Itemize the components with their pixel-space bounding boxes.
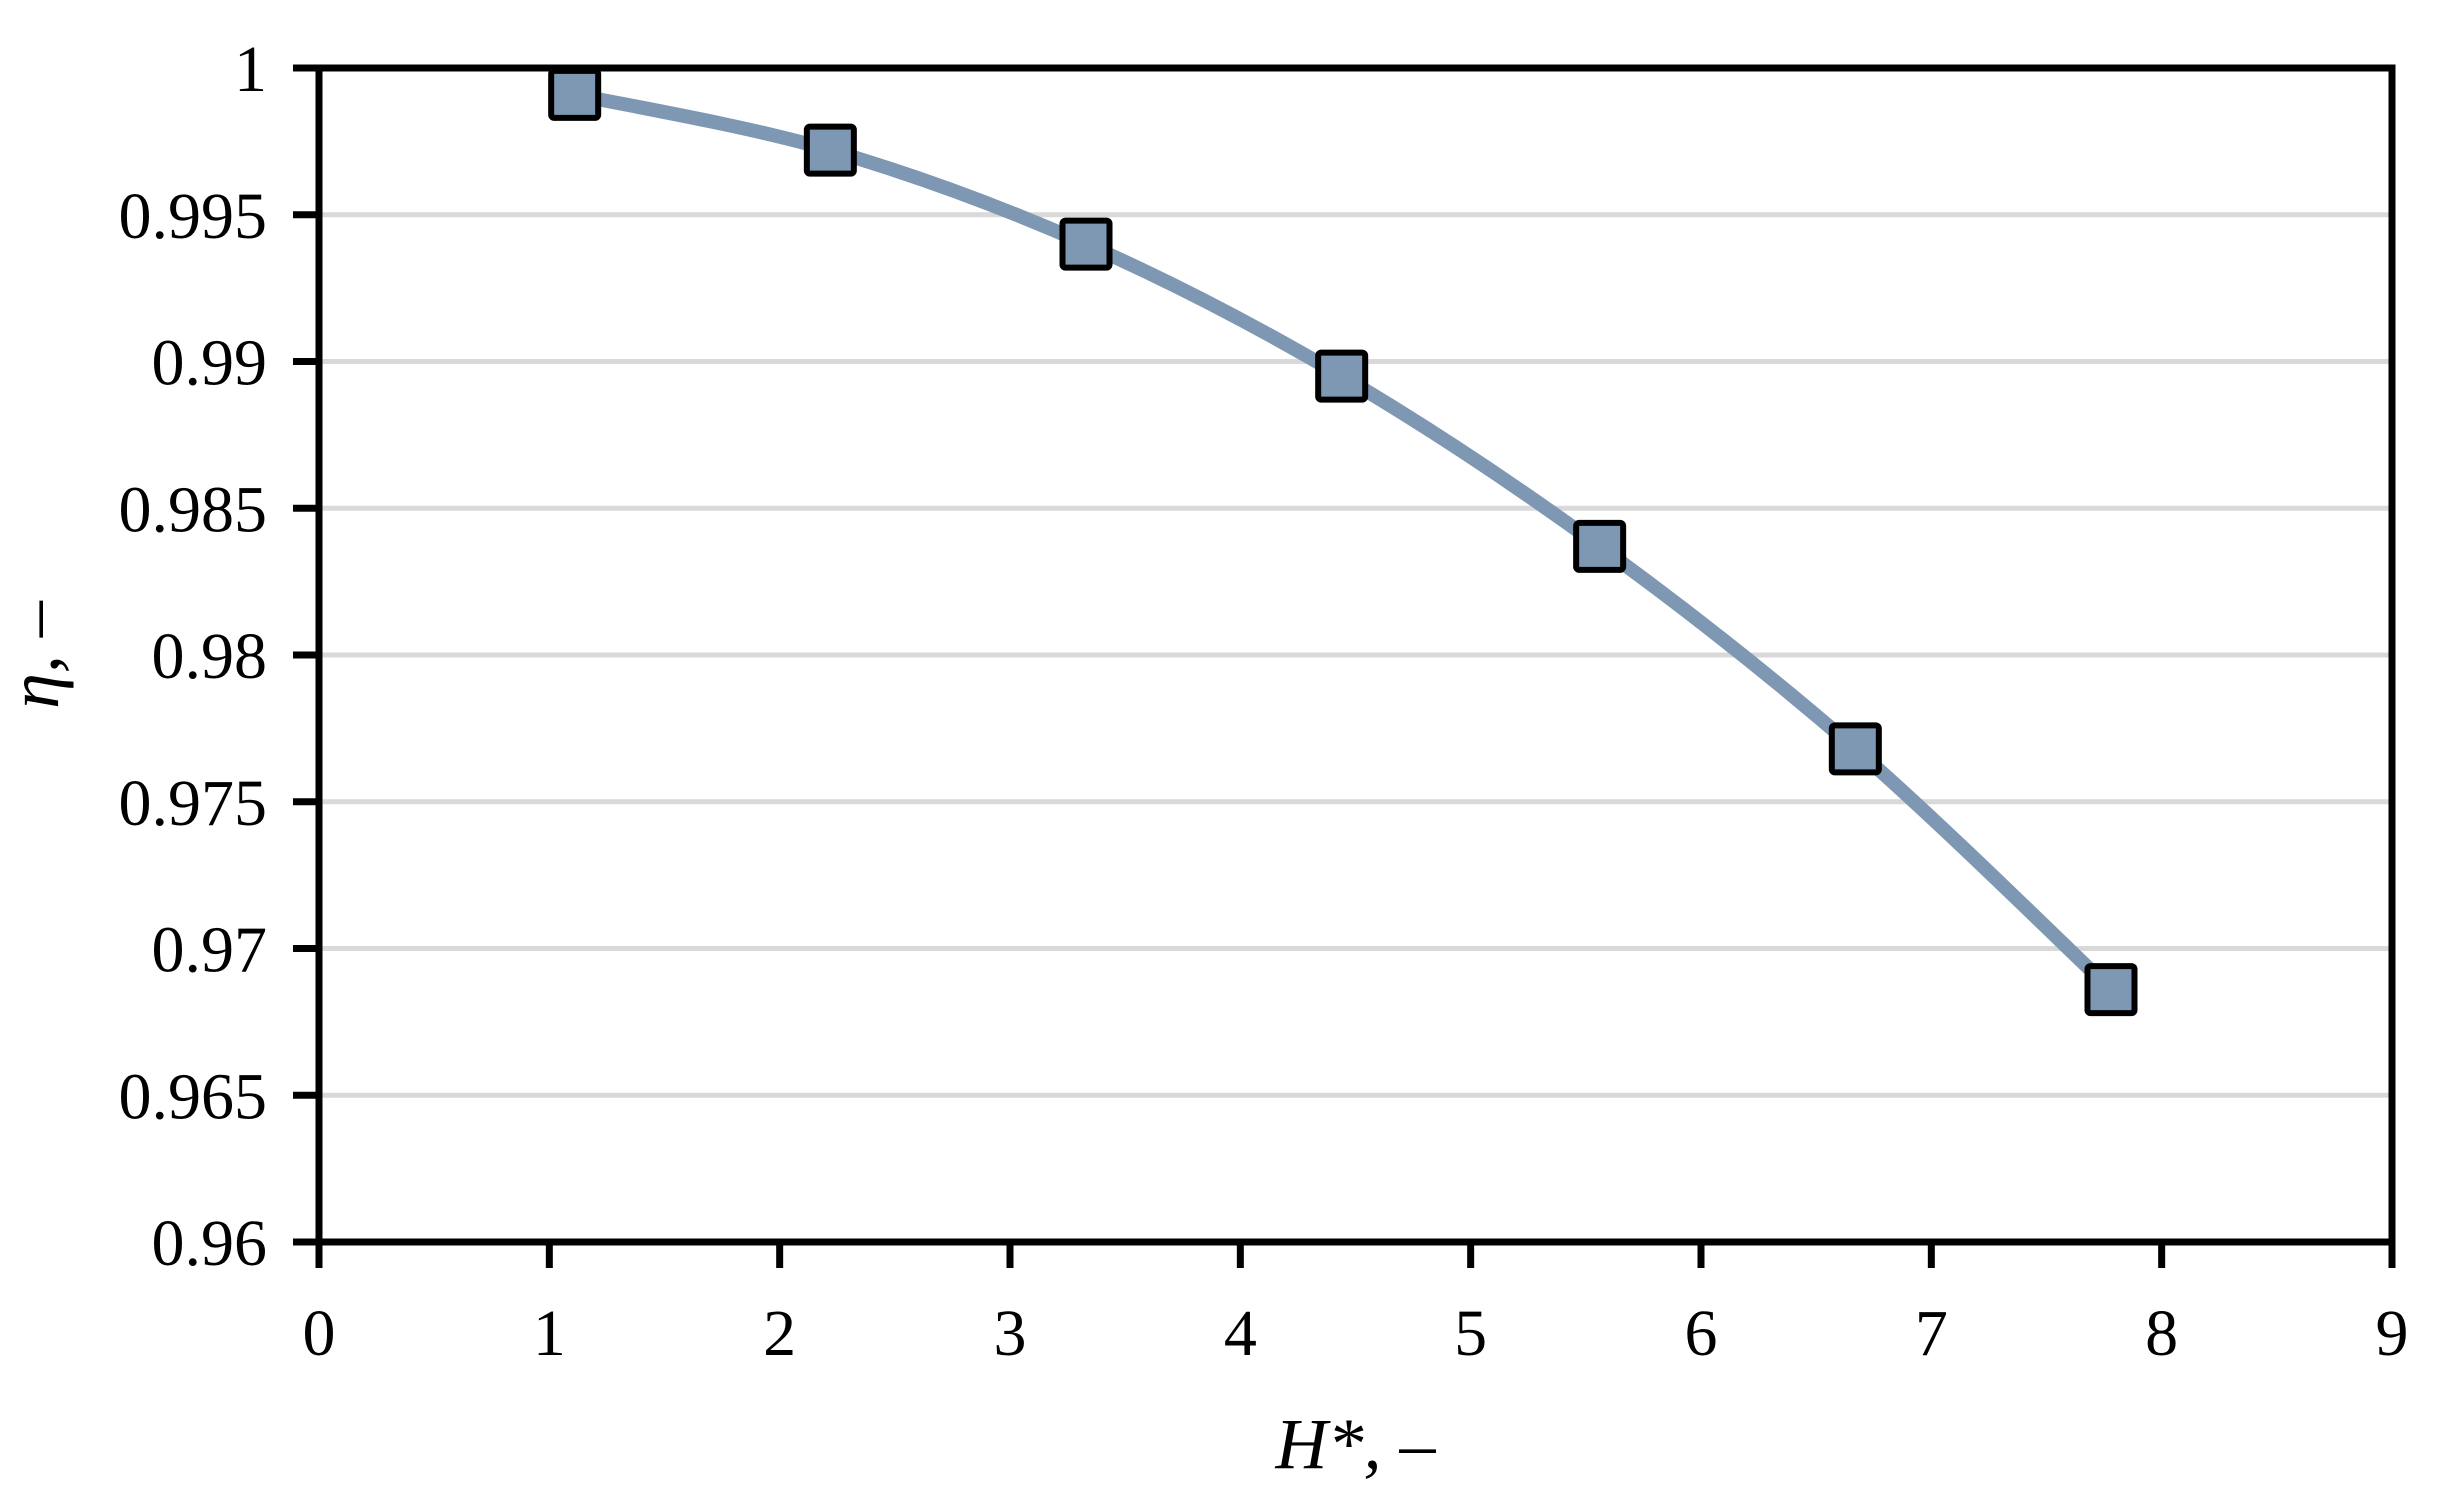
y-tick-label: 0.99 (152, 327, 268, 400)
x-tick-label: 9 (2376, 1297, 2409, 1370)
data-point-marker (1059, 217, 1113, 271)
x-tick-label: 7 (1915, 1297, 1948, 1370)
y-tick-label: 0.97 (152, 914, 268, 987)
data-point-marker (1828, 722, 1882, 776)
x-tick-label: 8 (2145, 1297, 2178, 1370)
y-tick-label: 1 (234, 33, 267, 106)
x-tick-label: 4 (1224, 1297, 1257, 1370)
x-axis-title: H*, – (1275, 1404, 1437, 1484)
x-tick-label: 2 (763, 1297, 796, 1370)
x-tick-label: 5 (1454, 1297, 1487, 1370)
data-point-marker (2084, 963, 2138, 1017)
x-tick-label: 1 (533, 1297, 566, 1370)
y-tick-label: 0.98 (152, 620, 268, 693)
y-tick-label: 0.995 (119, 180, 268, 253)
x-tick-label: 0 (303, 1297, 336, 1370)
x-tick-label: 6 (1685, 1297, 1718, 1370)
y-tick-label: 0.975 (119, 767, 268, 840)
y-tick-label: 0.965 (119, 1060, 268, 1133)
y-tick-label: 0.985 (119, 473, 268, 546)
data-point-marker (548, 67, 602, 121)
data-point-marker (803, 123, 857, 177)
data-point-marker (1573, 519, 1627, 573)
y-tick-label: 0.96 (152, 1207, 268, 1280)
y-axis-title: η, – (0, 600, 74, 709)
series-line (567, 87, 2118, 997)
data-point-marker (1315, 349, 1369, 403)
x-tick-label: 3 (994, 1297, 1027, 1370)
